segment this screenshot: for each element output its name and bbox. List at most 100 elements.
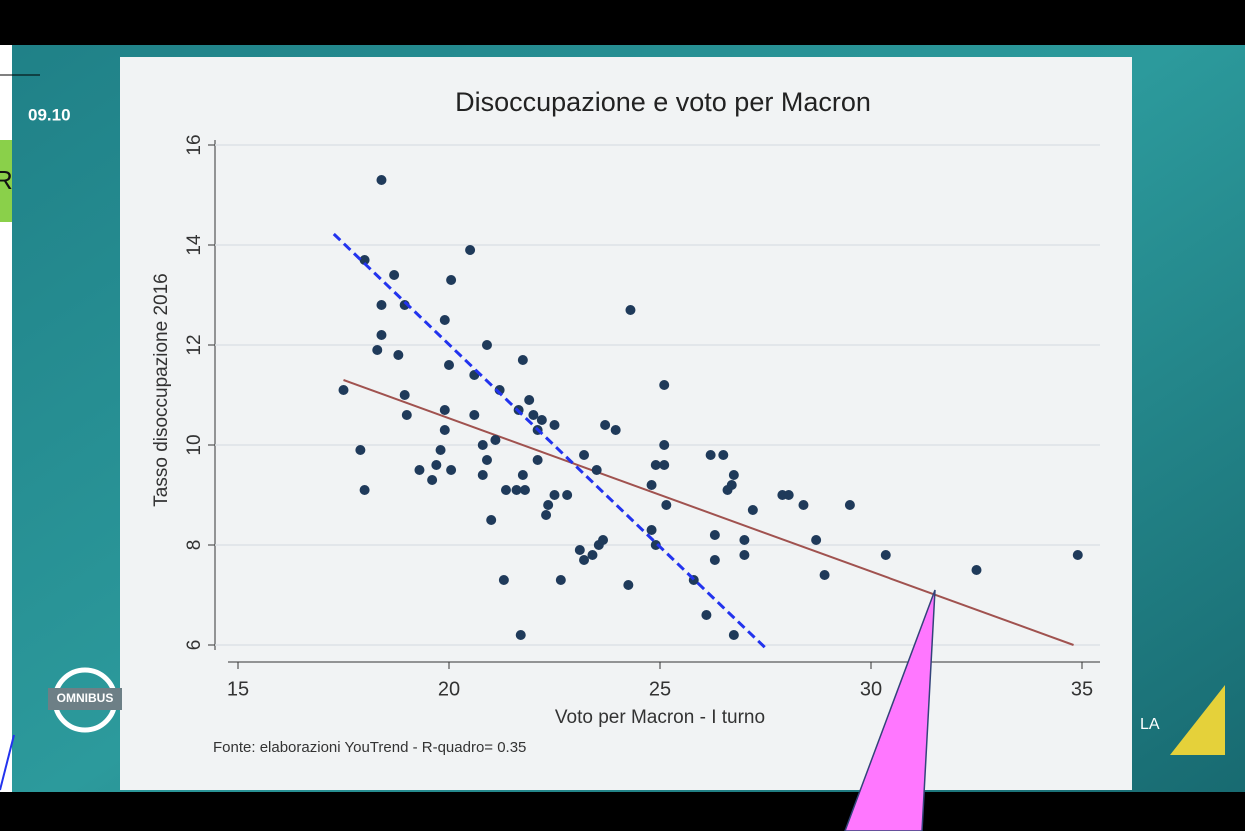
point — [376, 330, 386, 340]
point — [579, 450, 589, 460]
point — [482, 455, 492, 465]
point — [972, 565, 982, 575]
point — [710, 530, 720, 540]
y-tick-label: 16 — [184, 134, 205, 155]
x-tick-label: 30 — [860, 678, 882, 700]
point — [360, 485, 370, 495]
point — [718, 450, 728, 460]
y-tick-label: 10 — [184, 434, 205, 455]
point — [550, 490, 560, 500]
point — [845, 500, 855, 510]
point — [706, 450, 716, 460]
y-tick-label: 14 — [184, 234, 205, 256]
point — [625, 305, 635, 315]
point — [739, 550, 749, 560]
point — [446, 275, 456, 285]
logo-left: OMNIBUS — [57, 691, 114, 705]
point — [550, 420, 560, 430]
point — [524, 395, 534, 405]
point — [661, 500, 671, 510]
y-tick-label: 12 — [184, 334, 205, 355]
point — [414, 465, 424, 475]
point — [446, 465, 456, 475]
logo-right: LA — [1140, 716, 1160, 733]
point — [436, 445, 446, 455]
point — [499, 575, 509, 585]
x-tick-label: 35 — [1071, 678, 1093, 700]
point — [701, 610, 711, 620]
point — [516, 630, 526, 640]
point — [1073, 550, 1083, 560]
point — [440, 315, 450, 325]
point — [541, 510, 551, 520]
point — [520, 485, 530, 495]
point — [729, 470, 739, 480]
point — [659, 460, 669, 470]
point — [592, 465, 602, 475]
clock: 09.10 — [28, 105, 71, 124]
point — [427, 475, 437, 485]
point — [798, 500, 808, 510]
x-tick-label: 20 — [438, 678, 460, 700]
point — [881, 550, 891, 560]
point — [710, 555, 720, 565]
point — [811, 535, 821, 545]
point — [490, 435, 500, 445]
point — [482, 340, 492, 350]
point — [587, 550, 597, 560]
point — [659, 440, 669, 450]
point — [376, 175, 386, 185]
top-bar — [0, 0, 1245, 45]
point — [478, 470, 488, 480]
point — [575, 545, 585, 555]
point — [400, 390, 410, 400]
point — [600, 420, 610, 430]
point — [623, 580, 633, 590]
point — [440, 425, 450, 435]
bottom-bar — [0, 792, 1245, 831]
point — [729, 630, 739, 640]
point — [518, 355, 528, 365]
point — [444, 360, 454, 370]
point — [562, 490, 572, 500]
point — [469, 410, 479, 420]
side-tab-text: R — [0, 165, 13, 195]
point — [739, 535, 749, 545]
point — [533, 455, 543, 465]
point — [556, 575, 566, 585]
point — [537, 415, 547, 425]
point — [440, 405, 450, 415]
point — [543, 500, 553, 510]
chart-panel — [120, 57, 1132, 790]
point — [376, 300, 386, 310]
y-tick-label: 8 — [184, 540, 205, 551]
point — [389, 270, 399, 280]
y-tick-label: 6 — [184, 640, 205, 651]
point — [486, 515, 496, 525]
point — [501, 485, 511, 495]
x-tick-label: 25 — [649, 678, 671, 700]
x-tick-label: 15 — [227, 678, 249, 700]
point — [579, 555, 589, 565]
chart-title: Disoccupazione e voto per Macron — [455, 87, 871, 117]
point — [784, 490, 794, 500]
point — [528, 410, 538, 420]
point — [431, 460, 441, 470]
page: {"chart_data": {"type": "scatter", "titl… — [0, 0, 1245, 831]
point — [478, 440, 488, 450]
point — [659, 380, 669, 390]
screenshot: R 09.10 OMNIBUS LA Disoccupazione e voto… — [0, 0, 1245, 831]
point — [355, 445, 365, 455]
x-axis-title: Voto per Macron - I turno — [555, 707, 765, 728]
point — [393, 350, 403, 360]
point — [339, 385, 349, 395]
point — [727, 480, 737, 490]
point — [402, 410, 412, 420]
point — [647, 480, 657, 490]
point — [820, 570, 830, 580]
point — [518, 470, 528, 480]
source-note: Fonte: elaborazioni YouTrend - R-quadro=… — [213, 739, 526, 756]
point — [611, 425, 621, 435]
point — [598, 535, 608, 545]
y-axis-title: Tasso disoccupazione 2016 — [151, 273, 172, 506]
